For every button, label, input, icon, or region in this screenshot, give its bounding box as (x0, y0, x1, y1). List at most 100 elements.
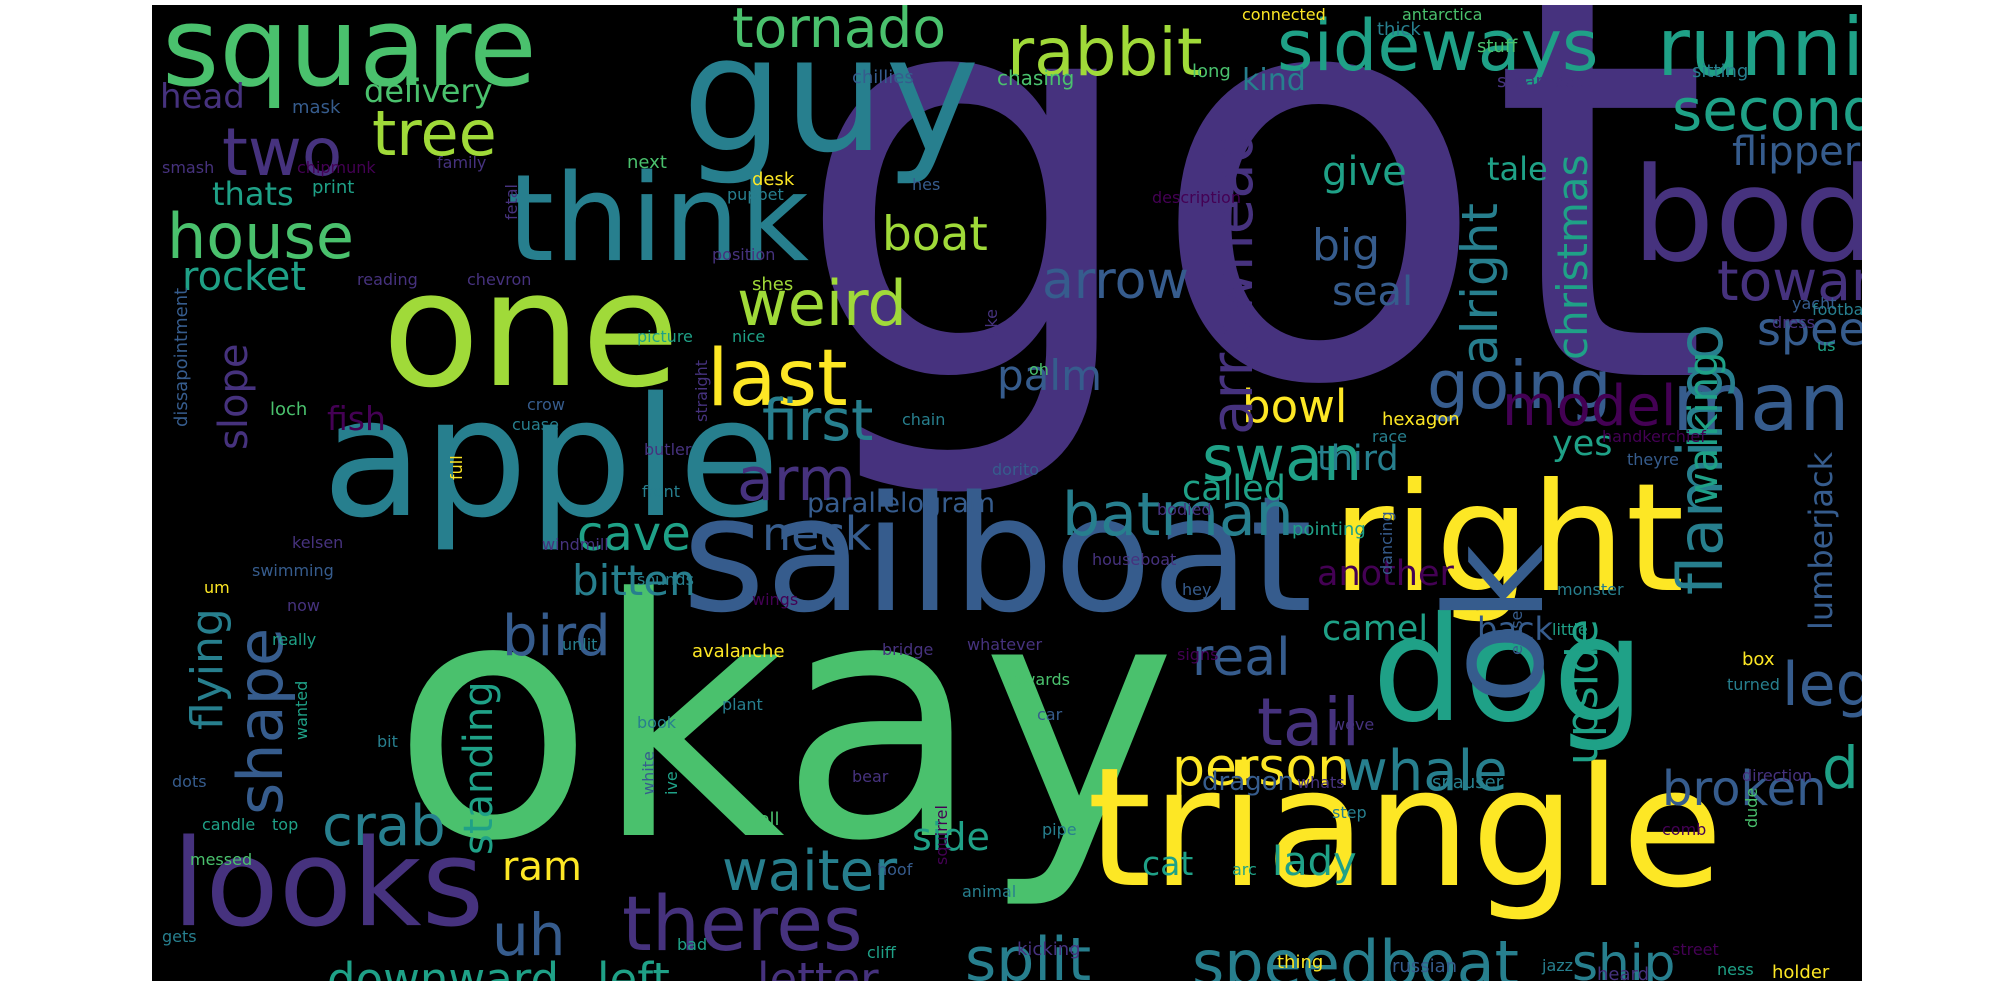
word-family: family (437, 153, 486, 172)
word-think: think (507, 150, 810, 289)
word-christmas: christmas (1548, 154, 1597, 360)
word-duck: duck (1822, 734, 1862, 802)
word-neck: neck (762, 507, 872, 561)
word-called: called (1182, 469, 1286, 509)
word-standing: standing (456, 681, 502, 855)
word-delivery: delivery (364, 72, 493, 110)
word-top: top (272, 815, 298, 834)
word-pointing: pointing (1292, 519, 1366, 540)
word-shes: shes (752, 274, 793, 295)
word-sailboat: sailboat (682, 461, 1313, 648)
word-arrow: arrow (1042, 251, 1189, 311)
word-house: house (167, 200, 354, 273)
word-us: us (1817, 336, 1835, 355)
word-parallelogram: parallelogram (807, 488, 995, 519)
word-theyre: theyre (1627, 450, 1679, 469)
word-arm: arm (737, 445, 856, 515)
word-guy: guy (682, 5, 980, 188)
word-reading: reading (357, 270, 418, 289)
word-square: square (162, 5, 537, 111)
word-right: right (1332, 452, 1684, 626)
word-mask: mask (292, 97, 341, 118)
word-letter: letter (757, 953, 879, 981)
word-fetal: fetal (502, 184, 521, 220)
word-kicking: kicking (1017, 939, 1081, 960)
word-slope: slope (211, 344, 257, 450)
word-whatever: whatever (967, 635, 1042, 654)
word-arrowhead: arrowhead (1198, 126, 1266, 435)
word-sounds: sounds (637, 570, 694, 589)
word-holder: holder (1772, 962, 1830, 981)
word-nice: nice (732, 327, 765, 346)
word-houseboat: houseboat (1092, 550, 1176, 569)
word-body: body (1632, 139, 1862, 291)
word-model: model (1502, 374, 1676, 439)
word-thats: thats (212, 175, 294, 213)
word-bowl: bowl (1242, 380, 1347, 433)
word-speedboat: speedboat (1192, 927, 1519, 981)
word-fish: fish (327, 399, 386, 438)
word-swimming: swimming (252, 561, 334, 580)
word-leg: leg (1782, 650, 1862, 720)
word-crab: crab (322, 794, 446, 859)
word-rocket: rocket (182, 254, 306, 300)
word-avalanche: avalanche (692, 641, 785, 662)
word-ive: ive (662, 771, 681, 795)
word-um: um (204, 578, 230, 597)
word-downward: downward (327, 953, 559, 981)
word-triangle: triangle (1087, 732, 1723, 924)
word-got: got (792, 5, 1710, 508)
word-whale: whale (1342, 739, 1508, 804)
word-thick: thick (1377, 19, 1421, 40)
word-gets: gets (162, 927, 197, 946)
word-dragon: dragon (1202, 767, 1294, 797)
word-one: one (382, 236, 680, 423)
word-bear: bear (852, 767, 889, 786)
word-pipe: pipe (1042, 820, 1077, 839)
word-ok: ok (1417, 544, 1574, 705)
word-picture: picture (637, 327, 693, 346)
word-bridge: bridge (882, 640, 933, 659)
word-hey: hey (1182, 580, 1211, 599)
word-hes: hes (912, 175, 940, 194)
word-butler: butler (644, 440, 692, 459)
word-bird: bird (502, 604, 611, 669)
word-really: really (272, 630, 316, 649)
word-description: description (1152, 188, 1241, 207)
word-jazz: jazz (1541, 956, 1573, 975)
word-messed: messed (190, 850, 252, 869)
word-wings: wings (752, 590, 798, 609)
word-upside: upside (1557, 619, 1608, 765)
word-russian: russian (1392, 956, 1457, 977)
word-front: front (642, 482, 680, 501)
word-tale: tale (1487, 150, 1548, 188)
word-running: running (1657, 5, 1862, 94)
word-chevron: chevron (467, 270, 531, 289)
word-chipmunk: chipmunk (297, 158, 376, 177)
word-white: white (639, 751, 658, 795)
word-going: going (1427, 347, 1611, 424)
word-palm: palm (997, 351, 1102, 400)
word-chillies: chillies (852, 67, 914, 88)
word-box: box (1742, 649, 1775, 670)
word-whats: whats (1297, 773, 1345, 792)
word-street: street (1672, 940, 1719, 959)
word-first: first (762, 388, 873, 454)
word-second: second (1672, 76, 1862, 144)
word-oh: oh (1029, 360, 1049, 379)
word-antarctica: antarctica (1402, 5, 1482, 24)
word-heard: heard (1597, 964, 1649, 981)
word-chasing: chasing (997, 66, 1074, 90)
word-handkerchief: handkerchief (1602, 427, 1706, 446)
word-bit: bit (377, 732, 398, 751)
word-fake: fake (982, 309, 1001, 343)
word-squirrel: squirrel (932, 805, 951, 865)
word-tree: tree (372, 97, 497, 170)
word-thing: thing (1277, 952, 1323, 973)
word-man: man (1672, 356, 1850, 449)
word-straight: straight (692, 360, 711, 422)
word-position: position (712, 245, 775, 264)
word-cave: cave (577, 506, 691, 562)
word-arc: arc (1232, 860, 1257, 879)
word-kelsen: kelsen (292, 533, 343, 552)
